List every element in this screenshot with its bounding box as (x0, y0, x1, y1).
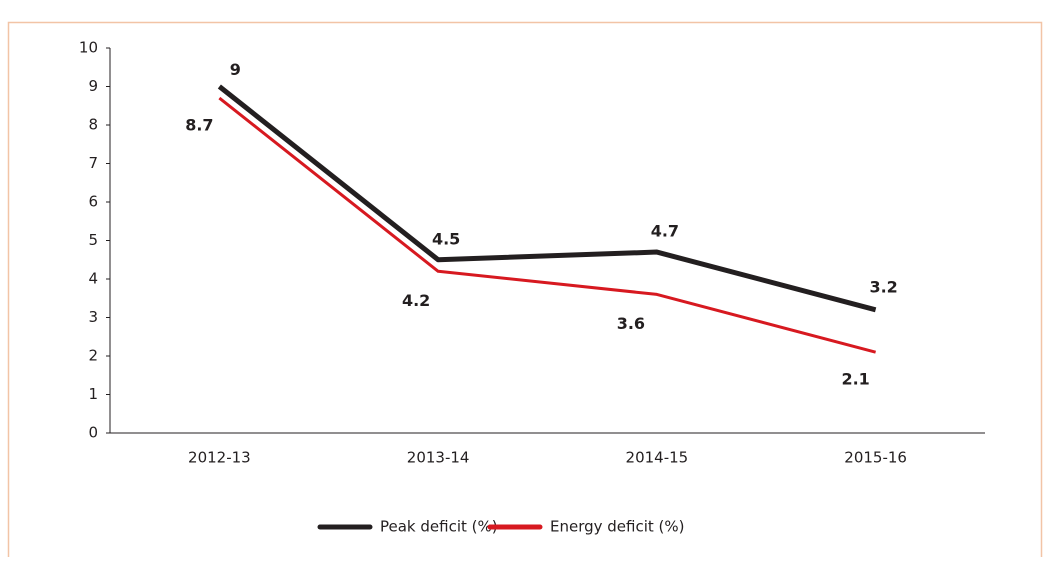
data-label: 9 (230, 60, 241, 79)
y-tick-label: 2 (88, 347, 98, 365)
x-tick-label: 2012-13 (188, 449, 251, 467)
y-tick-label: 4 (88, 270, 98, 288)
data-label: 3.2 (869, 277, 897, 296)
y-tick-label: 5 (88, 231, 98, 249)
y-tick-label: 1 (88, 385, 98, 403)
series-line (217, 84, 877, 313)
x-tick-label: 2013-14 (407, 449, 470, 467)
data-label: 4.5 (432, 229, 460, 248)
data-label: 8.7 (185, 116, 213, 135)
chart-frame (7, 21, 1043, 561)
legend-label: Energy deficit (%) (550, 518, 685, 536)
data-label: 2.1 (841, 370, 869, 389)
y-tick-label: 3 (88, 308, 98, 326)
legend-label: Peak deficit (%) (380, 518, 498, 536)
data-label: 4.2 (402, 291, 430, 310)
series-line (218, 96, 877, 354)
y-tick-label: 7 (88, 154, 98, 172)
y-tick-label: 6 (88, 193, 98, 211)
y-tick-label: 8 (88, 116, 98, 134)
y-tick-label: 10 (79, 39, 98, 57)
x-tick-label: 2015-16 (844, 449, 907, 467)
y-tick-label: 9 (88, 77, 98, 95)
y-tick-label: 0 (88, 424, 98, 442)
x-tick-label: 2014-15 (626, 449, 689, 467)
data-label: 3.6 (617, 314, 645, 333)
data-label: 4.7 (651, 222, 679, 241)
